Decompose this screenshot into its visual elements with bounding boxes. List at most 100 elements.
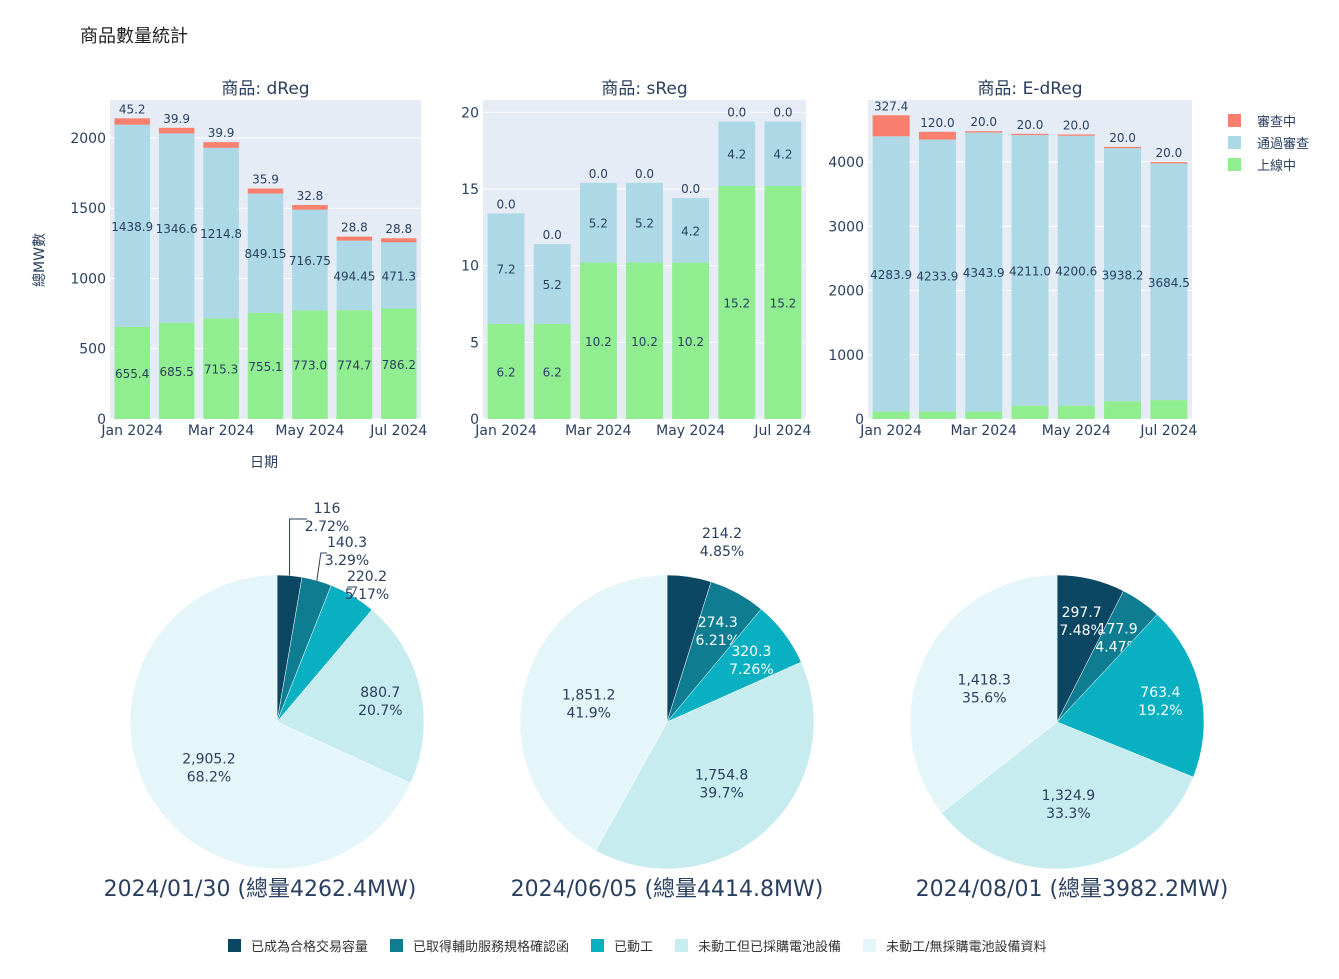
- legend-item-approved[interactable]: 通過審查: [1228, 131, 1309, 153]
- pie-percent-label: 33.3%: [1046, 806, 1090, 822]
- data-label: 685.5: [159, 365, 193, 379]
- pie-percent-label: 68.2%: [187, 770, 231, 786]
- pie-chart-2: 214.2 4.85% 274.3 6.21%320.3 7.26% 1,754.8 39.…: [519, 526, 815, 870]
- x-tick-label: Jul 2024: [369, 423, 427, 439]
- y-tick-label: 500: [79, 342, 106, 358]
- bar-segment: [872, 411, 910, 419]
- x-tick-label: May 2024: [1042, 423, 1111, 439]
- bar-segment: [672, 262, 710, 419]
- legend-item-review[interactable]: 審查中: [1228, 109, 1309, 131]
- y-tick-label: 0: [97, 412, 106, 428]
- bar-segment: [533, 323, 571, 419]
- bar-chart-2: 0 5 10 15 20 商品: sReg 6.2 7.2 0.0 Jan 2024 6.2 5.2 0…: [461, 79, 811, 439]
- data-label: 5.2: [543, 278, 562, 292]
- bar-segment: [487, 213, 525, 324]
- legend-label: 上線中: [1257, 158, 1297, 174]
- pie-value-label: 763.4: [1140, 685, 1180, 701]
- pie-percent-label: 3.29%: [325, 553, 369, 569]
- bar-segment: [965, 132, 1003, 412]
- pie-value-label: 140.3: [327, 535, 367, 551]
- pie-percent-label: 39.7%: [699, 786, 743, 802]
- data-label: 20.0: [1155, 146, 1182, 160]
- pie-percent-label: 41.9%: [566, 706, 610, 722]
- pie-percent-label: 7.26%: [729, 662, 773, 678]
- bar-segment: [292, 209, 328, 311]
- y-tick-label: 1000: [828, 348, 864, 364]
- data-label: 6.2: [497, 365, 516, 379]
- y-tick-label: 20: [461, 105, 479, 121]
- data-label: 0.0: [681, 182, 700, 196]
- bar-segment: [718, 185, 756, 419]
- chart-title: 商品: sReg: [601, 79, 687, 99]
- data-label: 6.2: [543, 365, 562, 379]
- pie-slice: [519, 574, 668, 851]
- data-label: 45.2: [119, 102, 146, 116]
- legend-swatch: [228, 939, 241, 952]
- bar-segment: [381, 238, 417, 243]
- legend-item-online[interactable]: 上線中: [1228, 153, 1309, 175]
- y-tick-label: 2000: [70, 131, 106, 147]
- x-tick-label: May 2024: [275, 423, 344, 439]
- bar-legend: 審查中 通過審查 上線中: [1228, 109, 1309, 175]
- pie-percent-label: 4.85%: [700, 544, 744, 560]
- bar-segment: [965, 131, 1003, 133]
- leader-line: [347, 586, 358, 597]
- data-label: 20.0: [1109, 131, 1136, 145]
- pie-value-label: 880.7: [360, 685, 400, 701]
- bar-segment: [1011, 133, 1049, 136]
- bar-segment: [918, 411, 956, 419]
- pie-value-label: 2,905.2: [182, 752, 235, 768]
- x-tick-label: Mar 2024: [950, 423, 1017, 439]
- x-tick-label: Jan 2024: [474, 423, 537, 439]
- pie-slice: [595, 661, 815, 870]
- bar-segment: [918, 139, 956, 412]
- data-label: 7.2: [497, 263, 516, 277]
- legend-swatch: [1228, 135, 1241, 149]
- data-label: 1438.9: [111, 220, 153, 234]
- bar-segment: [158, 127, 195, 134]
- bar-segment: [292, 205, 328, 210]
- legend-label: 已動工: [614, 940, 654, 955]
- pie-value-label: 297.7: [1062, 605, 1102, 621]
- page-title: 商品數量統計: [80, 26, 188, 47]
- bar-segment: [579, 182, 617, 263]
- data-label: 4283.9: [870, 268, 912, 282]
- data-label: 849.15: [245, 247, 287, 261]
- bar-segment: [336, 240, 373, 311]
- bar-segment: [579, 262, 617, 419]
- data-label: 4233.9: [916, 270, 958, 284]
- data-label: 1214.8: [200, 227, 242, 241]
- data-label: 4211.0: [1009, 264, 1051, 278]
- pie-slice: [129, 574, 411, 870]
- bar-segment: [114, 118, 150, 125]
- pie-value-label: 177.9: [1098, 621, 1138, 637]
- legend-item-no-data[interactable]: 未動工/無採購電池設備資料: [863, 936, 1046, 955]
- x-tick-label: Jul 2024: [753, 423, 811, 439]
- y-tick-label: 15: [461, 182, 479, 198]
- bar-segment: [626, 182, 663, 263]
- data-label: 20.0: [970, 115, 997, 129]
- legend-item-construction[interactable]: 已動工: [591, 936, 653, 955]
- legend-label: 未動工/無採購電池設備資料: [886, 940, 1047, 955]
- data-label: 655.4: [115, 367, 149, 381]
- legend-item-spec-confirmed[interactable]: 已取得輔助服務規格確認函: [390, 936, 569, 955]
- bar-segment: [672, 198, 710, 263]
- data-label: 35.9: [252, 173, 279, 187]
- data-label: 15.2: [770, 296, 797, 310]
- data-label: 0.0: [543, 228, 562, 242]
- legend-label: 通過審查: [1257, 136, 1310, 152]
- bar-segment: [764, 185, 802, 419]
- bar-segment: [247, 188, 284, 194]
- legend-item-purchased[interactable]: 未動工但已採購電池設備: [675, 936, 841, 955]
- legend-swatch: [1228, 113, 1241, 127]
- data-label: 4.2: [773, 148, 792, 162]
- bar-segment: [247, 193, 284, 313]
- bar-segment: [872, 136, 910, 412]
- data-label: 774.7: [337, 359, 371, 373]
- data-label: 716.75: [289, 254, 331, 268]
- legend-item-qualified[interactable]: 已成為合格交易容量: [228, 936, 368, 955]
- pie-chart-3: 297.77.48%177.94.47%763.419.2%1,324.933.…: [909, 574, 1205, 870]
- bar-segment: [1104, 148, 1142, 402]
